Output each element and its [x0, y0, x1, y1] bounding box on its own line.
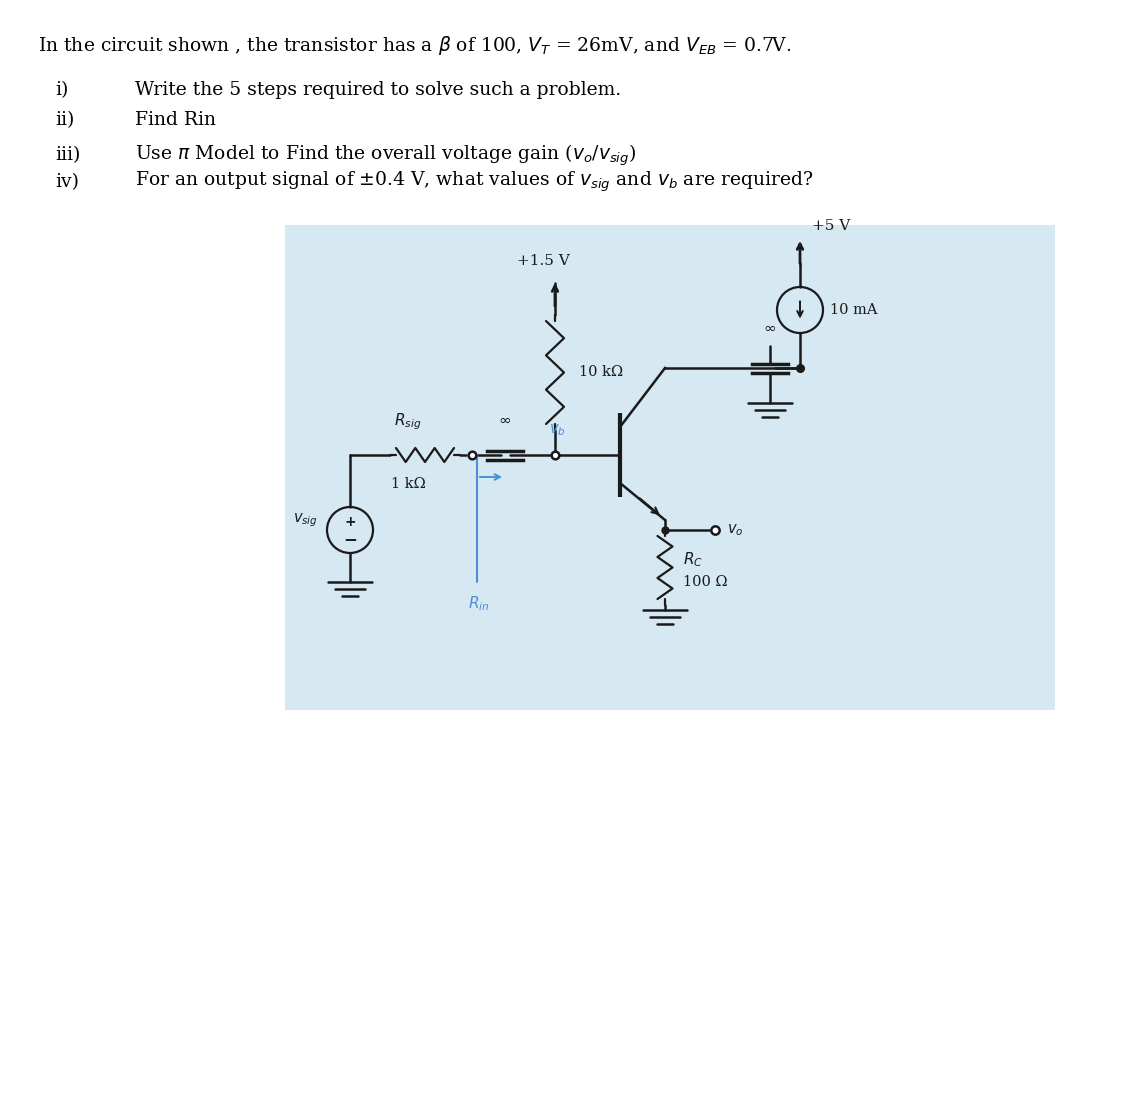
Text: 10 mA: 10 mA	[830, 304, 878, 317]
Text: 1 kΩ: 1 kΩ	[390, 477, 425, 491]
Text: ∞: ∞	[498, 413, 512, 428]
Text: For an output signal of $\pm$0.4 V, what values of $v_{sig}$ and $v_b$ are requi: For an output signal of $\pm$0.4 V, what…	[135, 170, 813, 194]
Text: +: +	[344, 515, 356, 529]
Text: $R_{sig}$: $R_{sig}$	[394, 411, 422, 432]
Text: 10 kΩ: 10 kΩ	[579, 365, 623, 379]
Text: i): i)	[55, 81, 69, 99]
Text: iv): iv)	[55, 172, 79, 192]
Text: In the circuit shown , the transistor has a $\beta$ of 100, $V_T$ = 26mV, and $V: In the circuit shown , the transistor ha…	[38, 34, 792, 56]
Text: +5 V: +5 V	[812, 220, 850, 233]
Text: Write the 5 steps required to solve such a problem.: Write the 5 steps required to solve such…	[135, 81, 621, 99]
Text: Use $\pi$ Model to Find the overall voltage gain ($v_o$/$v_{sig}$): Use $\pi$ Model to Find the overall volt…	[135, 142, 637, 168]
Bar	[285, 225, 1055, 710]
Text: −: −	[343, 530, 357, 548]
Text: $v_b$: $v_b$	[549, 422, 566, 438]
Text: iii): iii)	[55, 146, 80, 164]
Text: +1.5 V: +1.5 V	[516, 254, 569, 268]
Text: $v_o$: $v_o$	[727, 522, 744, 538]
Text: $R_{in}$: $R_{in}$	[468, 594, 489, 613]
Text: 100 Ω: 100 Ω	[683, 575, 728, 589]
Text: ii): ii)	[55, 111, 74, 129]
Text: $R_C$: $R_C$	[683, 551, 703, 569]
Text: $v_{sig}$: $v_{sig}$	[292, 511, 318, 529]
Text: Find Rin: Find Rin	[135, 111, 216, 129]
Text: ∞: ∞	[764, 321, 776, 336]
